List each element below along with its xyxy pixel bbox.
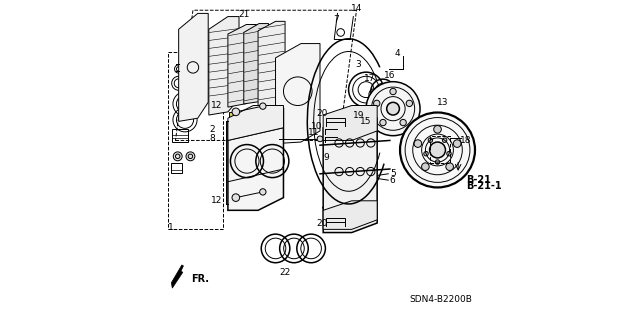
Text: 19: 19 bbox=[353, 111, 365, 120]
Text: 12: 12 bbox=[211, 196, 223, 205]
Text: 4: 4 bbox=[395, 48, 401, 58]
Text: 20: 20 bbox=[317, 109, 328, 118]
Polygon shape bbox=[323, 106, 377, 140]
Bar bbox=[326, 118, 346, 122]
Circle shape bbox=[232, 194, 239, 201]
Text: 20: 20 bbox=[317, 219, 328, 228]
Circle shape bbox=[366, 82, 420, 136]
Text: 5: 5 bbox=[390, 169, 396, 178]
Polygon shape bbox=[228, 25, 257, 107]
Text: 21: 21 bbox=[238, 11, 250, 19]
Polygon shape bbox=[258, 21, 285, 114]
Circle shape bbox=[186, 152, 195, 161]
Circle shape bbox=[428, 138, 433, 142]
Text: FR.: FR. bbox=[191, 274, 209, 284]
Bar bbox=[429, 136, 450, 163]
Text: 11: 11 bbox=[308, 128, 319, 137]
Circle shape bbox=[374, 100, 380, 107]
Polygon shape bbox=[323, 201, 377, 229]
Text: B-21: B-21 bbox=[466, 175, 491, 185]
Circle shape bbox=[400, 119, 406, 126]
Text: SDN4-B2200B: SDN4-B2200B bbox=[409, 295, 472, 304]
Text: 10: 10 bbox=[311, 122, 323, 131]
Circle shape bbox=[380, 119, 386, 126]
Circle shape bbox=[446, 163, 454, 170]
Circle shape bbox=[317, 136, 323, 142]
Polygon shape bbox=[209, 17, 239, 115]
Polygon shape bbox=[179, 13, 208, 122]
Text: B-21-1: B-21-1 bbox=[466, 182, 502, 191]
Circle shape bbox=[173, 152, 182, 161]
Polygon shape bbox=[228, 106, 284, 140]
Text: 1: 1 bbox=[168, 223, 174, 232]
Polygon shape bbox=[323, 118, 377, 233]
Text: 17: 17 bbox=[364, 74, 376, 83]
Polygon shape bbox=[228, 109, 284, 210]
Circle shape bbox=[414, 140, 422, 147]
Circle shape bbox=[453, 140, 461, 147]
Polygon shape bbox=[244, 24, 269, 104]
Bar bbox=[326, 218, 346, 222]
Text: 3: 3 bbox=[355, 60, 361, 69]
Bar bbox=[230, 112, 250, 129]
Polygon shape bbox=[172, 265, 184, 288]
Text: 14: 14 bbox=[351, 4, 362, 13]
Circle shape bbox=[361, 108, 367, 113]
Polygon shape bbox=[276, 44, 320, 144]
Text: 8: 8 bbox=[209, 134, 215, 143]
Circle shape bbox=[260, 103, 266, 109]
Circle shape bbox=[361, 114, 367, 120]
Circle shape bbox=[424, 152, 428, 156]
Circle shape bbox=[442, 138, 447, 142]
Circle shape bbox=[387, 102, 399, 115]
Circle shape bbox=[390, 88, 396, 95]
Circle shape bbox=[429, 142, 445, 158]
Circle shape bbox=[435, 160, 440, 164]
Text: 13: 13 bbox=[436, 98, 448, 107]
Circle shape bbox=[400, 113, 475, 188]
Circle shape bbox=[406, 100, 413, 107]
Text: 15: 15 bbox=[360, 117, 371, 126]
Text: 18: 18 bbox=[460, 136, 472, 145]
Text: 16: 16 bbox=[383, 71, 395, 80]
Text: 22: 22 bbox=[280, 268, 291, 277]
Text: 6: 6 bbox=[390, 176, 396, 185]
Circle shape bbox=[422, 163, 429, 170]
Text: 7: 7 bbox=[333, 15, 339, 24]
Bar bbox=[172, 129, 188, 142]
Circle shape bbox=[447, 152, 451, 156]
Bar bbox=[168, 51, 223, 229]
Bar bbox=[172, 163, 182, 173]
Circle shape bbox=[260, 189, 266, 195]
Text: 9: 9 bbox=[323, 153, 329, 162]
Text: 2: 2 bbox=[209, 125, 215, 134]
Circle shape bbox=[434, 125, 442, 133]
Text: 12: 12 bbox=[211, 101, 223, 110]
Circle shape bbox=[232, 108, 239, 116]
